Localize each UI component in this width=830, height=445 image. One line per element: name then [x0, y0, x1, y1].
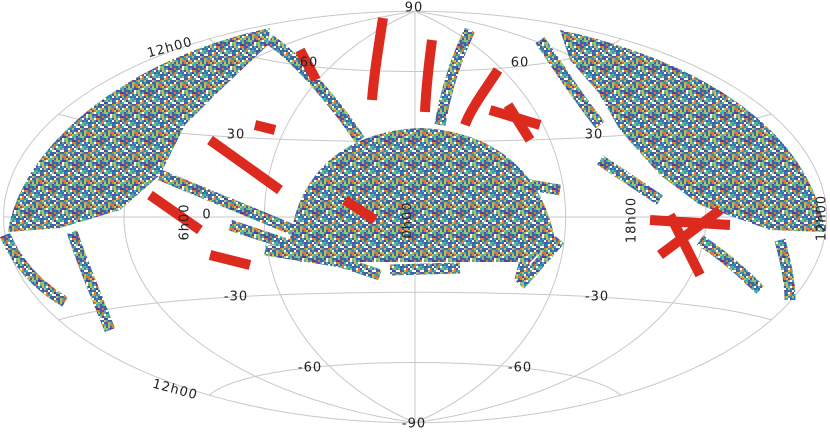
- coverage-stripe: [264, 244, 361, 271]
- coverage-stripe: [66, 230, 116, 333]
- red-stripe: [367, 17, 388, 101]
- coverage-stripe: [535, 36, 605, 129]
- lat-label: -60: [298, 361, 322, 376]
- grid-line: [414, 10, 567, 424]
- survey-coverage: [0, 17, 825, 333]
- lat-label: 60: [300, 56, 319, 71]
- lat-label: -30: [224, 290, 248, 305]
- red-stripe: [147, 190, 203, 235]
- coverage-stripe: [434, 27, 475, 126]
- coverage-stripe: [389, 262, 461, 276]
- lat-label: 0: [202, 208, 211, 223]
- lat-label: 30: [585, 128, 604, 143]
- coverage-stripe: [157, 169, 333, 251]
- lon-label: 18h00: [625, 197, 640, 243]
- lat-label: -60: [508, 361, 532, 376]
- lon-label: 0h00: [401, 201, 416, 238]
- lon-label: 12h00: [151, 377, 200, 403]
- coverage-region: [290, 128, 555, 262]
- lon-label: 12h00: [815, 195, 830, 241]
- coverage-stripe: [515, 236, 565, 289]
- red-stripe: [649, 215, 731, 230]
- red-stripe: [253, 120, 277, 135]
- lat-label: 30: [227, 128, 246, 143]
- red-stripe: [208, 250, 252, 270]
- coverage-stripe: [266, 35, 365, 144]
- grid-line: [2, 10, 416, 424]
- graticule: [2, 10, 828, 424]
- red-stripe: [460, 67, 503, 127]
- pole-label: 90: [405, 1, 424, 16]
- red-stripe: [295, 47, 321, 83]
- red-stripe: [657, 206, 723, 259]
- coverage-stripe: [514, 238, 536, 282]
- lat-label: 60: [511, 56, 530, 71]
- red-stripe: [665, 212, 705, 278]
- red-stripe: [207, 135, 283, 195]
- red-stripe: [420, 39, 437, 113]
- grid-line: [414, 10, 828, 424]
- coverage-stripe: [499, 174, 561, 196]
- coverage-stripe: [774, 238, 796, 301]
- coverage-stripe: [596, 155, 664, 205]
- grid-line: [123, 10, 416, 424]
- coverage-stripe: [0, 232, 68, 307]
- coverage-region: [8, 28, 270, 232]
- red-stripe: [503, 102, 535, 143]
- red-stripe: [342, 195, 378, 225]
- coverage-region: [560, 30, 825, 232]
- lon-label: 6h00: [178, 203, 193, 240]
- coverage-stripe: [696, 235, 764, 294]
- lat-label: -30: [585, 290, 609, 305]
- pole-label: -90: [402, 417, 426, 432]
